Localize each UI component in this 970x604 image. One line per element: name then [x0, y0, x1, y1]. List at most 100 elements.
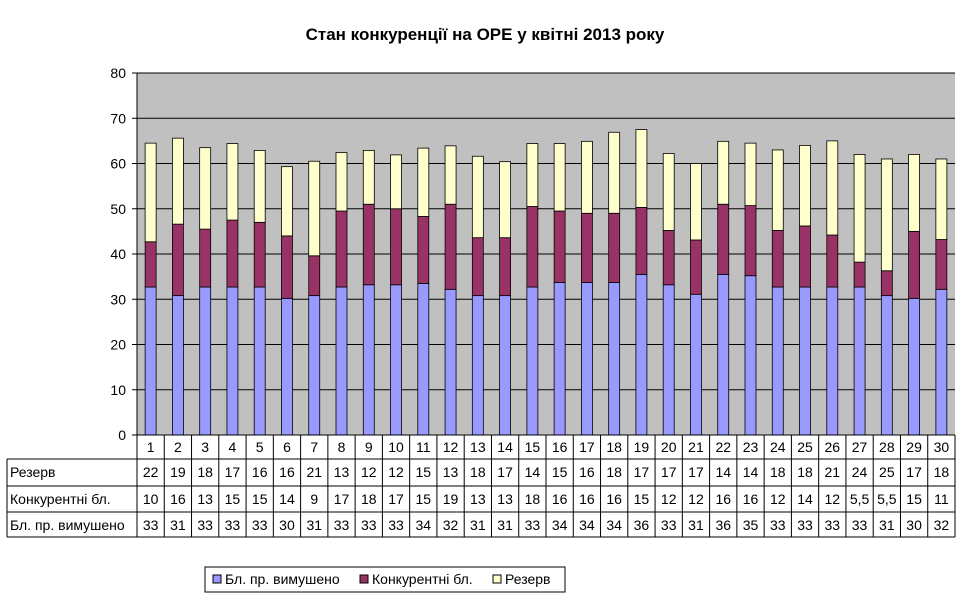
bar-segment-reserve [362, 149, 375, 205]
x-tick-label: 21 [688, 439, 704, 455]
table-cell-competitive: 17 [388, 491, 404, 507]
x-tick-label: 13 [470, 439, 486, 455]
table-cell-forced: 33 [825, 517, 841, 533]
bar-segment-competitive [390, 208, 402, 286]
x-tick-label: 30 [934, 439, 950, 455]
data-table: 1 2 3 4 5 6 7 8 9 10 11 12 13 14 15 16 17 18 19 20 21 22 23 24 2… [6, 434, 956, 538]
bar-segment-competitive [253, 221, 266, 288]
table-cell-competitive: 15 [225, 491, 241, 507]
bar-segment-forced [526, 286, 539, 436]
bar-segment-forced [471, 295, 484, 436]
bar-segment-reserve [826, 140, 839, 236]
x-tick-label: 15 [525, 439, 541, 455]
table-cell-forced: 33 [525, 517, 541, 533]
legend-label-forced: Бл. пр. вимушено [225, 571, 340, 587]
x-tick-label: 14 [497, 439, 513, 455]
table-cell-forced: 32 [934, 517, 950, 533]
table-cell-forced: 31 [879, 517, 895, 533]
y-tick-label: 0 [118, 427, 126, 443]
bar-segment-reserve [390, 154, 402, 210]
bar-segment-reserve [608, 131, 621, 214]
table-cell-competitive: 10 [143, 491, 159, 507]
bar-segment-competitive [308, 255, 321, 297]
y-tick-label: 40 [110, 246, 126, 262]
table-cell-reserve: 16 [279, 464, 295, 480]
table-cell-competitive: 16 [715, 491, 731, 507]
gridlines [137, 72, 955, 391]
table-cell-reserve: 21 [306, 464, 322, 480]
table-cell-competitive: 13 [470, 491, 486, 507]
bar-segment-competitive [444, 203, 457, 290]
bar-segment-reserve [226, 143, 239, 221]
bar-segment-reserve [853, 154, 866, 263]
x-tick-label: 18 [606, 439, 622, 455]
bar-segment-forced [799, 286, 811, 436]
bar-segment-competitive [471, 237, 484, 297]
bar-segment-reserve [335, 152, 348, 212]
y-tick-label: 20 [110, 337, 126, 353]
table-cell-competitive: 15 [252, 491, 268, 507]
table-cell-competitive: 12 [825, 491, 841, 507]
table-cell-forced: 31 [170, 517, 186, 533]
table-cell-reserve: 24 [852, 464, 868, 480]
y-tick-label: 70 [110, 110, 126, 126]
table-cell-reserve: 12 [388, 464, 404, 480]
table-cell-competitive: 12 [688, 491, 704, 507]
table-cell-competitive: 16 [579, 491, 595, 507]
bar-segment-competitive [690, 239, 702, 295]
x-tick-label: 4 [229, 439, 237, 455]
table-cell-reserve: 13 [443, 464, 459, 480]
table-cell-reserve: 18 [797, 464, 813, 480]
bar-segment-reserve [880, 158, 893, 272]
bar-segment-forced [308, 295, 321, 436]
x-tick-label: 9 [365, 439, 373, 455]
x-tick-label: 23 [743, 439, 759, 455]
x-tick-label: 22 [715, 439, 731, 455]
table-cell-reserve: 17 [634, 464, 650, 480]
table-cell-reserve: 14 [525, 464, 541, 480]
bar-segment-forced [717, 273, 730, 436]
table-cell-competitive: 13 [197, 491, 213, 507]
bar-segment-competitive [335, 210, 348, 288]
bar-segment-forced [826, 286, 839, 436]
table-cell-reserve: 17 [906, 464, 922, 480]
table-cell-competitive: 12 [770, 491, 786, 507]
bar-segment-competitive [853, 261, 866, 288]
bar-segment-competitive [635, 206, 648, 275]
bar-segment-reserve [499, 161, 512, 239]
bar-segment-forced [499, 295, 512, 436]
table-cell-forced: 35 [743, 517, 759, 533]
table-cell-forced: 30 [906, 517, 922, 533]
y-tick-label: 50 [110, 201, 126, 217]
bar-segment-competitive [581, 212, 593, 283]
table-cell-forced: 34 [552, 517, 568, 533]
table-cell-competitive: 14 [279, 491, 295, 507]
table-cell-forced: 33 [334, 517, 350, 533]
bar-segment-forced [771, 286, 784, 436]
table-cell-forced: 31 [497, 517, 513, 533]
bar-segment-competitive [799, 225, 811, 288]
bar-segment-competitive [935, 239, 948, 290]
table-cell-reserve: 18 [606, 464, 622, 480]
table-cell-competitive: 15 [416, 491, 432, 507]
bar-segment-competitive [608, 212, 621, 283]
bar-segment-forced [880, 295, 893, 436]
bar-segment-competitive [499, 237, 512, 297]
table-cell-forced: 31 [306, 517, 322, 533]
bar-segment-forced [908, 297, 920, 436]
bar-segment-forced [662, 284, 675, 436]
legend-label-reserve: Резерв [505, 571, 550, 587]
table-cell-forced: 33 [797, 517, 813, 533]
x-tick-label: 26 [825, 439, 841, 455]
y-tick-label: 10 [110, 382, 126, 398]
x-tick-label: 29 [906, 439, 922, 455]
y-tick-label: 30 [110, 291, 126, 307]
x-tick-label: 12 [443, 439, 459, 455]
table-cell-reserve: 18 [470, 464, 486, 480]
bar-segment-reserve [471, 155, 484, 239]
bar-segment-forced [171, 295, 184, 436]
x-tick-label: 3 [201, 439, 209, 455]
legend-swatch-competitive [359, 574, 369, 584]
bar-segment-forced [417, 283, 430, 436]
